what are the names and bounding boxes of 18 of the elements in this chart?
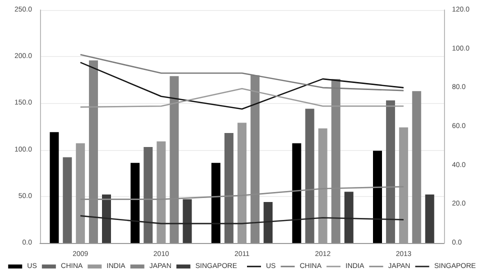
bar	[144, 147, 153, 243]
bar	[50, 132, 59, 243]
bar	[344, 192, 354, 243]
bar	[264, 202, 273, 243]
bar	[292, 143, 302, 243]
bar	[425, 194, 434, 243]
bar	[62, 157, 72, 243]
bar	[386, 100, 396, 243]
bar	[373, 150, 382, 243]
bar	[130, 162, 140, 243]
bar	[224, 133, 234, 243]
bar	[182, 199, 192, 243]
bar	[211, 162, 220, 243]
bar	[102, 194, 111, 243]
bar	[412, 91, 422, 243]
line-series	[80, 215, 404, 224]
line-series	[80, 62, 404, 110]
bar	[305, 108, 314, 243]
